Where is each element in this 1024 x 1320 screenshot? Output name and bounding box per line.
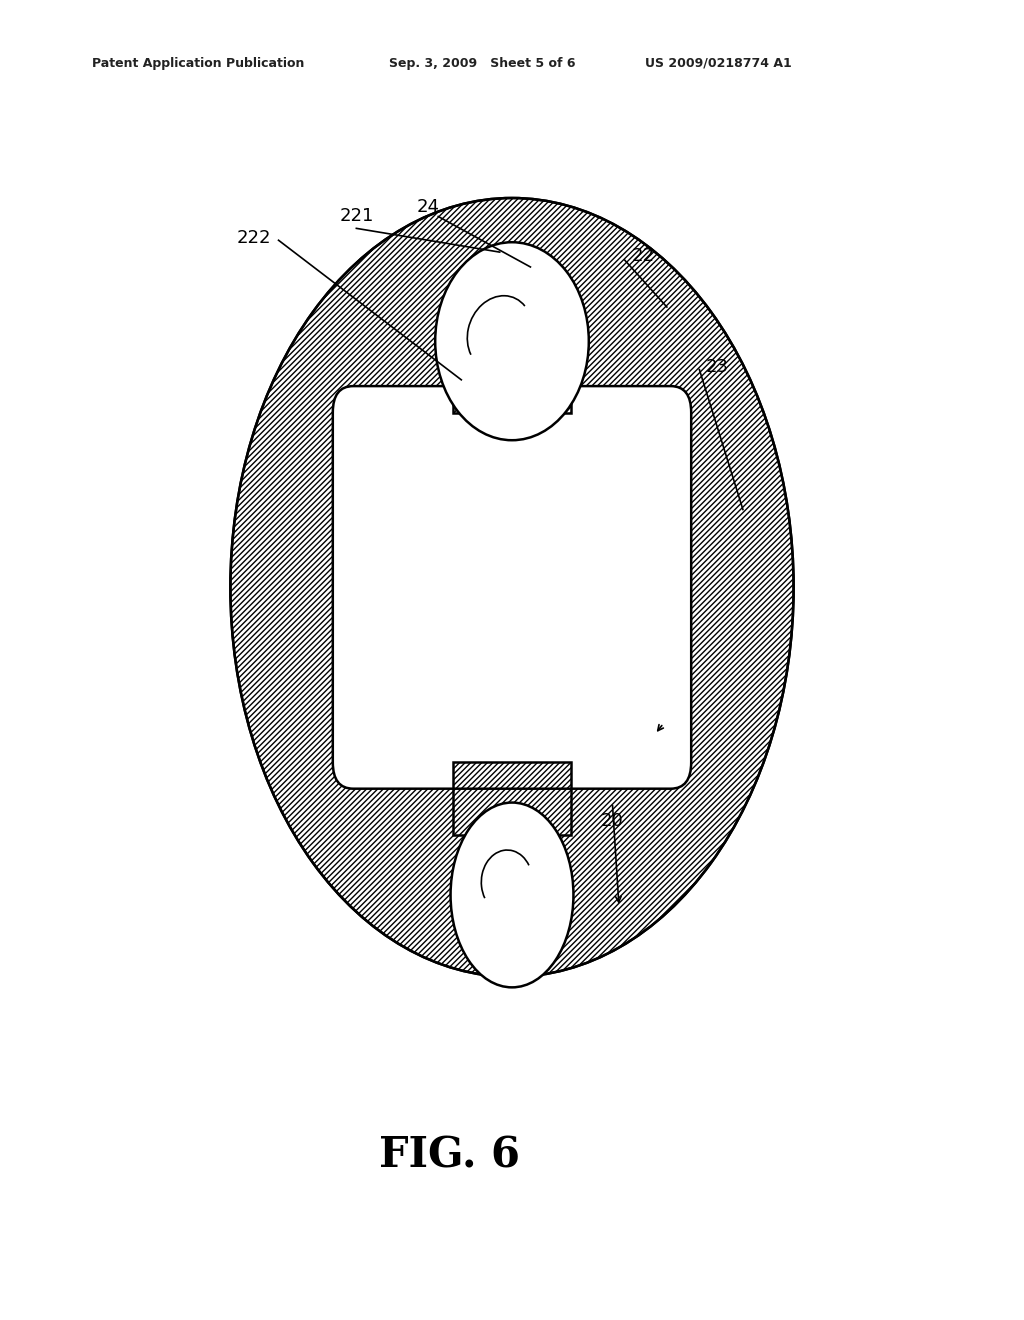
Text: US 2009/0218774 A1: US 2009/0218774 A1 [645,57,792,70]
Bar [453,339,571,412]
FancyBboxPatch shape [333,385,691,788]
Text: FIG. 6: FIG. 6 [379,1134,520,1176]
Text: 21: 21 [667,714,689,733]
Bar [453,762,571,834]
Bar [453,339,571,412]
Bar [453,762,571,834]
Text: 22: 22 [632,247,654,265]
Text: 222: 222 [237,228,271,247]
Ellipse shape [451,803,573,987]
Text: 24: 24 [417,198,439,216]
Text: Sep. 3, 2009   Sheet 5 of 6: Sep. 3, 2009 Sheet 5 of 6 [389,57,575,70]
Bar [453,339,571,412]
Text: 20: 20 [601,812,624,830]
Ellipse shape [230,198,794,977]
Text: 221: 221 [339,207,374,226]
Text: Patent Application Publication: Patent Application Publication [92,57,304,70]
Text: 23: 23 [706,358,728,376]
Circle shape [435,242,589,440]
Bar [453,762,571,834]
